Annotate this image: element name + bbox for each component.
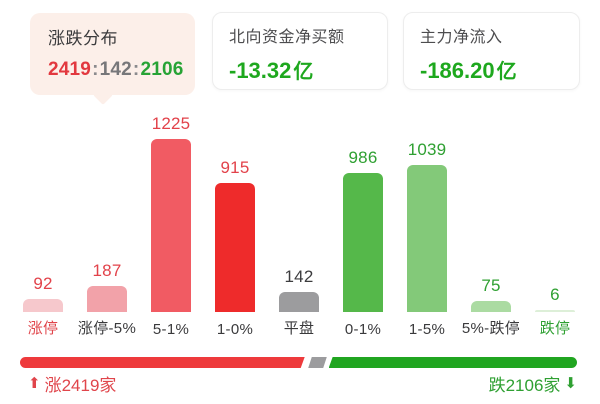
bar-value-label: 187: [92, 261, 122, 280]
bar-category-label: 涨停: [27, 320, 59, 337]
down-total-label: 跌2106家: [488, 375, 561, 395]
main-inflow-card-title: 主力净流入: [420, 29, 503, 46]
bar-column: 92 涨停: [11, 112, 75, 338]
bar-category-label: 跌停: [539, 320, 571, 337]
bar: [407, 165, 447, 312]
bar: [471, 301, 511, 312]
bar: [23, 299, 63, 312]
ratio-separator: :: [132, 59, 140, 80]
flat-segment: [307, 357, 327, 368]
main-inflow-unit: 亿: [496, 61, 517, 83]
bar: [151, 139, 191, 312]
bar-value-label: 92: [33, 274, 53, 293]
up-segment: [20, 357, 305, 368]
bar-column: 75 5%-跌停: [459, 112, 523, 338]
bar-column: 1225 5-1%: [139, 112, 203, 338]
distribution-card[interactable]: 涨跌分布 2419:142:2106: [30, 13, 195, 105]
bar-category-label: 1-0%: [216, 321, 254, 338]
northbound-card-value: -13.32 亿: [229, 55, 373, 84]
bar-value-label: 142: [284, 267, 314, 286]
bar-value-label: 986: [348, 148, 378, 167]
summary-labels-row: ⬆ 涨2419家 跌2106家 ⬇: [28, 371, 577, 395]
stat-cards-row: 涨跌分布 2419:142:2106 北向资金净买额 -13.32 亿 主力净流入…: [0, 0, 600, 108]
bar-category-label: 5-1%: [152, 321, 190, 338]
bar-column: 187 涨停-5%: [75, 112, 139, 338]
bar-category-label: 涨停-5%: [77, 320, 137, 337]
bar-value-label: 1225: [151, 114, 191, 133]
updown-ratio-bar: [20, 357, 577, 368]
northbound-value: -13.32: [229, 58, 292, 83]
bar: [343, 173, 383, 312]
flat-count: 142: [99, 59, 132, 80]
bar-value-label: 75: [481, 276, 501, 295]
northbound-unit: 亿: [293, 61, 314, 83]
main-inflow-card[interactable]: 主力净流入 -186.20 亿: [403, 12, 580, 90]
bar-column: 6 跌停: [523, 112, 587, 338]
up-total-label: 涨2419家: [44, 375, 117, 395]
bar-category-label: 平盘: [283, 320, 315, 337]
down-count: 2106: [140, 59, 184, 80]
bar-column: 986 0-1%: [331, 112, 395, 338]
down-total: 跌2106家 ⬇: [489, 371, 577, 396]
main-inflow-value: -186.20: [420, 58, 495, 83]
northbound-card[interactable]: 北向资金净买额 -13.32 亿: [212, 12, 388, 90]
bar-category-label: 0-1%: [344, 321, 382, 338]
down-segment: [328, 357, 577, 368]
northbound-card-title: 北向资金净买额: [229, 29, 345, 46]
card-pointer-tail: [93, 85, 113, 105]
up-total: ⬆ 涨2419家: [28, 371, 116, 396]
bar-column: 1039 1-5%: [395, 112, 459, 338]
bar-column: 915 1-0%: [203, 112, 267, 338]
bar-column: 142 平盘: [267, 112, 331, 338]
updown-bar-chart: 92 涨停 187 涨停-5% 1225 5-1% 915 1-0% 142 平盘 986 0-1% 1…: [11, 112, 587, 338]
distribution-ratio: 2419:142:2106: [48, 59, 183, 81]
down-arrow-icon: ⬇: [564, 374, 577, 392]
bar: [279, 292, 319, 312]
main-inflow-card-value: -186.20 亿: [420, 55, 565, 84]
bar-value-label: 1039: [407, 140, 447, 159]
bar-category-label: 1-5%: [408, 321, 446, 338]
bar-value-label: 915: [220, 158, 250, 177]
up-arrow-icon: ⬆: [28, 374, 41, 392]
up-count: 2419: [48, 59, 92, 80]
distribution-card-title: 涨跌分布: [48, 29, 118, 48]
bar-value-label: 6: [550, 285, 560, 304]
bar: [87, 286, 127, 312]
bar: [535, 310, 575, 312]
bar: [215, 183, 255, 312]
ratio-separator: :: [92, 59, 99, 80]
bar-category-label: 5%-跌停: [461, 320, 521, 337]
